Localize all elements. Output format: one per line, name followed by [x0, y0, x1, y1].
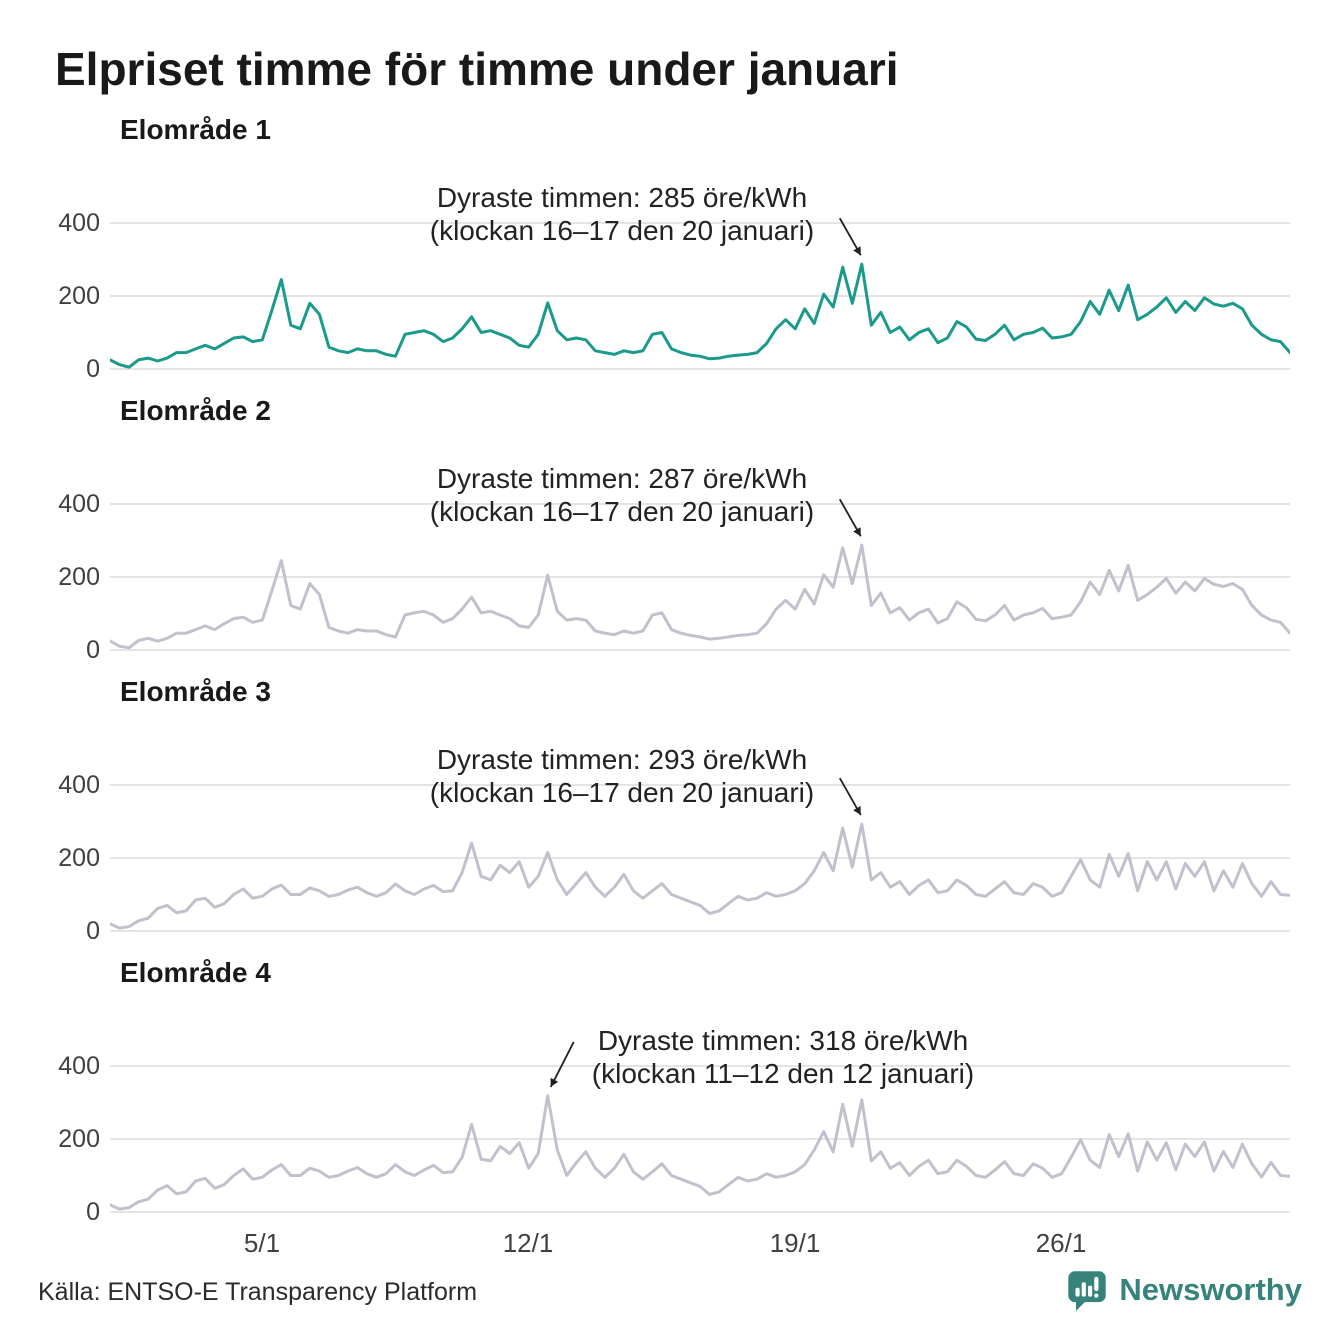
peak-annotation-line2: (klockan 16–17 den 20 januari) [429, 215, 815, 246]
y-tick-label: 200 [58, 282, 100, 310]
newsworthy-logo-icon [1068, 1271, 1107, 1311]
price-line-chart [110, 217, 1290, 370]
y-tick-label: 0 [86, 917, 100, 945]
price-line-chart [110, 777, 1290, 932]
peak-annotation-line1: Dyraste timmen: 285 öre/kWh [436, 182, 808, 213]
annotation-arrow-icon [838, 217, 862, 256]
panel-title: Elområde 1 [120, 114, 271, 145]
x-tick-label: 5/1 [243, 1228, 281, 1258]
y-tick-label: 400 [58, 490, 100, 518]
peak-annotation-line2: (klockan 16–17 den 20 januari) [429, 496, 815, 527]
peak-annotation-line1: Dyraste timmen: 293 öre/kWh [436, 744, 808, 775]
y-tick-label: 0 [86, 355, 100, 383]
peak-annotation-line2: (klockan 16–17 den 20 januari) [429, 777, 815, 808]
peak-annotation-line1: Dyraste timmen: 287 öre/kWh [436, 463, 808, 494]
y-tick-label: 400 [58, 771, 100, 799]
peak-annotation: Dyraste timmen: 293 öre/kWh (klockan 16–… [347, 743, 897, 809]
peak-annotation-line2: (klockan 11–12 den 12 januari) [591, 1058, 975, 1089]
x-tick-label: 26/1 [1035, 1228, 1087, 1258]
chart-panel: Elområde 4 400 200 0 Dyraste timmen: 318… [0, 955, 1340, 1236]
peak-annotation: Dyraste timmen: 285 öre/kWh (klockan 16–… [347, 181, 897, 247]
x-tick-label: 12/1 [502, 1228, 554, 1258]
price-line [110, 262, 1290, 369]
price-line [110, 1094, 1290, 1211]
panel-title: Elområde 4 [120, 957, 271, 988]
price-line [110, 543, 1290, 650]
chart-panel: Elområde 2 400 200 0 Dyraste timmen: 287… [0, 393, 1340, 674]
peak-annotation: Dyraste timmen: 287 öre/kWh (klockan 16–… [347, 462, 897, 528]
y-tick-label: 400 [58, 1052, 100, 1080]
price-line-chart [110, 498, 1290, 651]
y-tick-label: 0 [86, 1198, 100, 1226]
annotation-arrow-icon [838, 498, 862, 537]
footer: Källa: ENTSO-E Transparency Platform New… [0, 1268, 1340, 1328]
y-tick-label: 0 [86, 636, 100, 664]
x-axis: 5/1 12/1 19/1 26/1 [0, 1228, 1340, 1264]
y-tick-label: 200 [58, 844, 100, 872]
source-note: Källa: ENTSO-E Transparency Platform [38, 1278, 478, 1306]
peak-annotation-line1: Dyraste timmen: 318 öre/kWh [597, 1025, 969, 1056]
chart-panel: Elområde 3 400 200 0 Dyraste timmen: 293… [0, 674, 1340, 955]
price-line-chart [110, 1041, 1290, 1213]
chart-panel: Elområde 1 400 200 0 Dyraste timmen: 285… [0, 112, 1340, 393]
page-title: Elpriset timme för timme under januari [55, 43, 899, 95]
y-tick-label: 400 [58, 209, 100, 237]
price-line [110, 822, 1290, 930]
panel-title: Elområde 3 [120, 676, 271, 707]
annotation-arrow-icon [549, 1041, 575, 1088]
panel-title: Elområde 2 [120, 395, 271, 426]
y-tick-label: 200 [58, 1125, 100, 1153]
newsworthy-logo-text: Newsworthy [1119, 1272, 1302, 1307]
peak-annotation: Dyraste timmen: 318 öre/kWh (klockan 11–… [508, 1024, 1058, 1090]
newsworthy-logo: Newsworthy [1065, 1268, 1302, 1312]
y-tick-label: 200 [58, 563, 100, 591]
x-tick-label: 19/1 [769, 1228, 821, 1258]
annotation-arrow-icon [838, 777, 862, 816]
